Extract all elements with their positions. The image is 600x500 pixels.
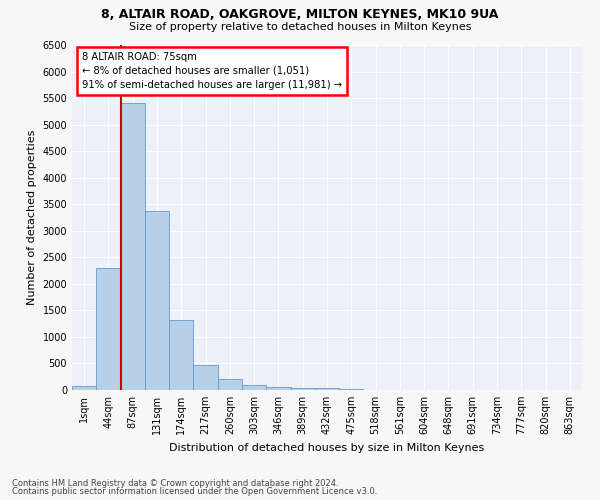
Bar — [266, 387, 290, 390]
Text: 8, ALTAIR ROAD, OAKGROVE, MILTON KEYNES, MK10 9UA: 8, ALTAIR ROAD, OAKGROVE, MILTON KEYNES,… — [101, 8, 499, 20]
Bar — [242, 386, 266, 390]
Text: 8 ALTAIR ROAD: 75sqm
← 8% of detached houses are smaller (1,051)
91% of semi-det: 8 ALTAIR ROAD: 75sqm ← 8% of detached ho… — [82, 52, 343, 90]
Bar — [339, 389, 364, 390]
Bar — [218, 380, 242, 390]
Bar — [290, 388, 315, 390]
Y-axis label: Number of detached properties: Number of detached properties — [27, 130, 37, 305]
Bar — [96, 268, 121, 390]
Text: Contains HM Land Registry data © Crown copyright and database right 2024.: Contains HM Land Registry data © Crown c… — [12, 478, 338, 488]
Bar — [193, 364, 218, 390]
Bar — [72, 386, 96, 390]
Bar — [145, 210, 169, 390]
Bar — [315, 388, 339, 390]
Text: Contains public sector information licensed under the Open Government Licence v3: Contains public sector information licen… — [12, 487, 377, 496]
X-axis label: Distribution of detached houses by size in Milton Keynes: Distribution of detached houses by size … — [169, 442, 485, 452]
Text: Size of property relative to detached houses in Milton Keynes: Size of property relative to detached ho… — [129, 22, 471, 32]
Bar — [121, 104, 145, 390]
Bar — [169, 320, 193, 390]
